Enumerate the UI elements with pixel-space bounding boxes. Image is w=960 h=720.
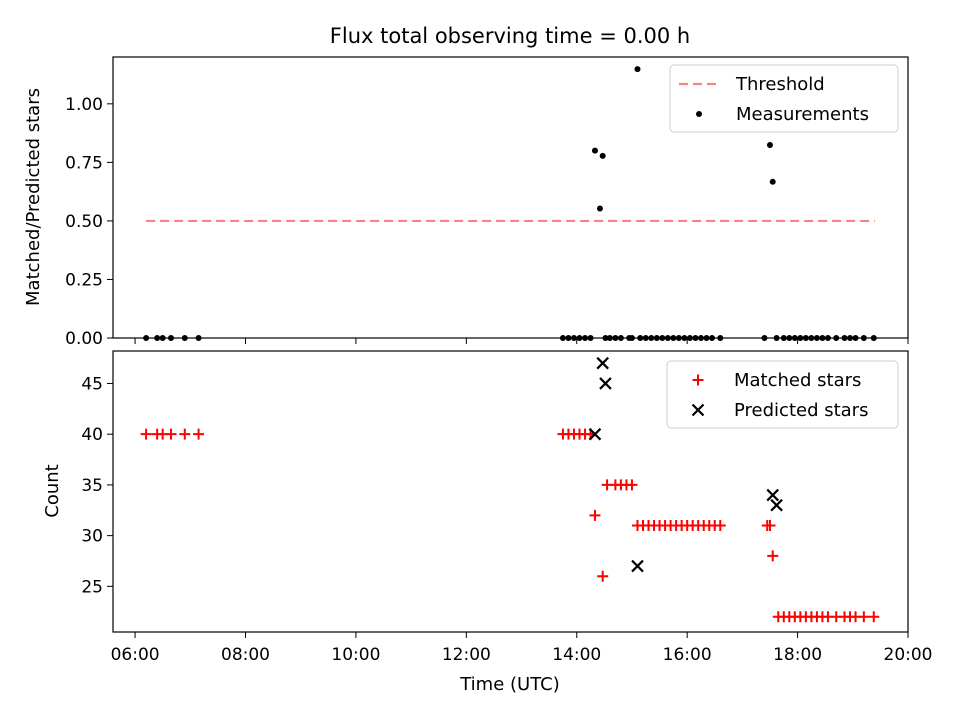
legend-matched-swatch [692, 374, 704, 386]
predicted-star-point [596, 356, 609, 370]
bottom-y-axis-label: Count [42, 464, 63, 517]
bottom-x-tick-label: 06:00 [111, 645, 160, 665]
matched-star-point [764, 519, 776, 531]
legend-matched-label: Matched stars [734, 370, 861, 391]
matched-star-point [589, 509, 601, 521]
matched-star-point [597, 570, 609, 582]
measurement-point [769, 178, 776, 185]
legend-measurements-label: Measurements [736, 104, 869, 125]
bottom-x-tick-label: 18:00 [773, 645, 822, 665]
predicted-star-point [766, 488, 780, 502]
matched-star-point [165, 428, 177, 440]
top-y-tick-label: 0.75 [65, 153, 103, 173]
bottom-x-axis: 06:00 08:00 10:00 12:00 14:00 16:00 18:00 20:00 [111, 632, 933, 665]
top-y-tick-label: 0.50 [65, 212, 103, 232]
legend-predicted-swatch [691, 403, 705, 417]
bottom-x-tick-label: 10:00 [331, 645, 380, 665]
top-axes-frame [112, 56, 909, 339]
x-axis-label: Time (UTC) [459, 674, 560, 695]
top-y-tick-label: 0.00 [65, 329, 103, 349]
bottom-axes-frame [112, 350, 909, 633]
measurement-point [596, 205, 603, 212]
top-plot-area [143, 66, 877, 341]
bottom-x-tick-label: 20:00 [884, 645, 933, 665]
bottom-y-tick-label: 30 [81, 527, 103, 547]
bottom-x-tick-label: 16:00 [663, 645, 712, 665]
chart-title: Flux total observing time = 0.00 h [330, 24, 690, 48]
legend-measurements-swatch [696, 111, 702, 117]
top-panel: 0.00 0.25 0.50 0.75 1.00 Matched/Predicted s… [23, 56, 909, 349]
bottom-x-tick-label: 08:00 [221, 645, 270, 665]
bottom-legend: Matched stars Predicted stars [666, 360, 899, 429]
bottom-legend-frame [666, 360, 899, 429]
bottom-y-tick-label: 25 [81, 577, 103, 597]
top-legend-frame [669, 64, 899, 133]
matched-star-point [179, 428, 191, 440]
matched-star-point [714, 519, 726, 531]
matched-star-point [767, 550, 779, 562]
matched-star-point [140, 428, 152, 440]
predicted-star-point [599, 377, 612, 390]
bottom-panel: 25 30 35 40 45 06:00 08:00 10:00 12:00 14:00 16:0… [42, 350, 933, 695]
predicted-star-point [770, 498, 783, 512]
top-y-tick-label: 0.25 [65, 270, 103, 290]
bottom-x-tick-label: 14:00 [552, 645, 601, 665]
measurement-point [599, 152, 606, 159]
measurement-point [591, 147, 598, 154]
matched-star-point [858, 611, 870, 623]
legend-predicted-label: Predicted stars [734, 400, 868, 421]
legend-threshold-label: Threshold [735, 74, 825, 95]
bottom-y-tick-label: 40 [81, 425, 103, 445]
bottom-x-tick-label: 12:00 [442, 645, 491, 665]
matched-star-point [193, 428, 205, 440]
top-legend: Threshold Measurements [669, 64, 899, 133]
matched-star-point [626, 479, 638, 491]
matched-star-point [868, 611, 880, 623]
measurement-point [634, 66, 641, 73]
bottom-plot-area [140, 356, 880, 623]
top-y-axis-label: Matched/Predicted stars [23, 88, 44, 306]
top-y-axis: 0.00 0.25 0.50 0.75 1.00 [65, 95, 113, 349]
bottom-y-axis: 25 30 35 40 45 [81, 374, 113, 597]
top-x-axis [134, 338, 909, 344]
predicted-star-point [631, 559, 644, 573]
bottom-y-tick-label: 45 [81, 374, 103, 394]
top-y-tick-label: 1.00 [65, 95, 103, 115]
predicted-star-point [588, 427, 602, 441]
measurement-point [766, 142, 773, 149]
bottom-y-tick-label: 35 [81, 476, 103, 496]
